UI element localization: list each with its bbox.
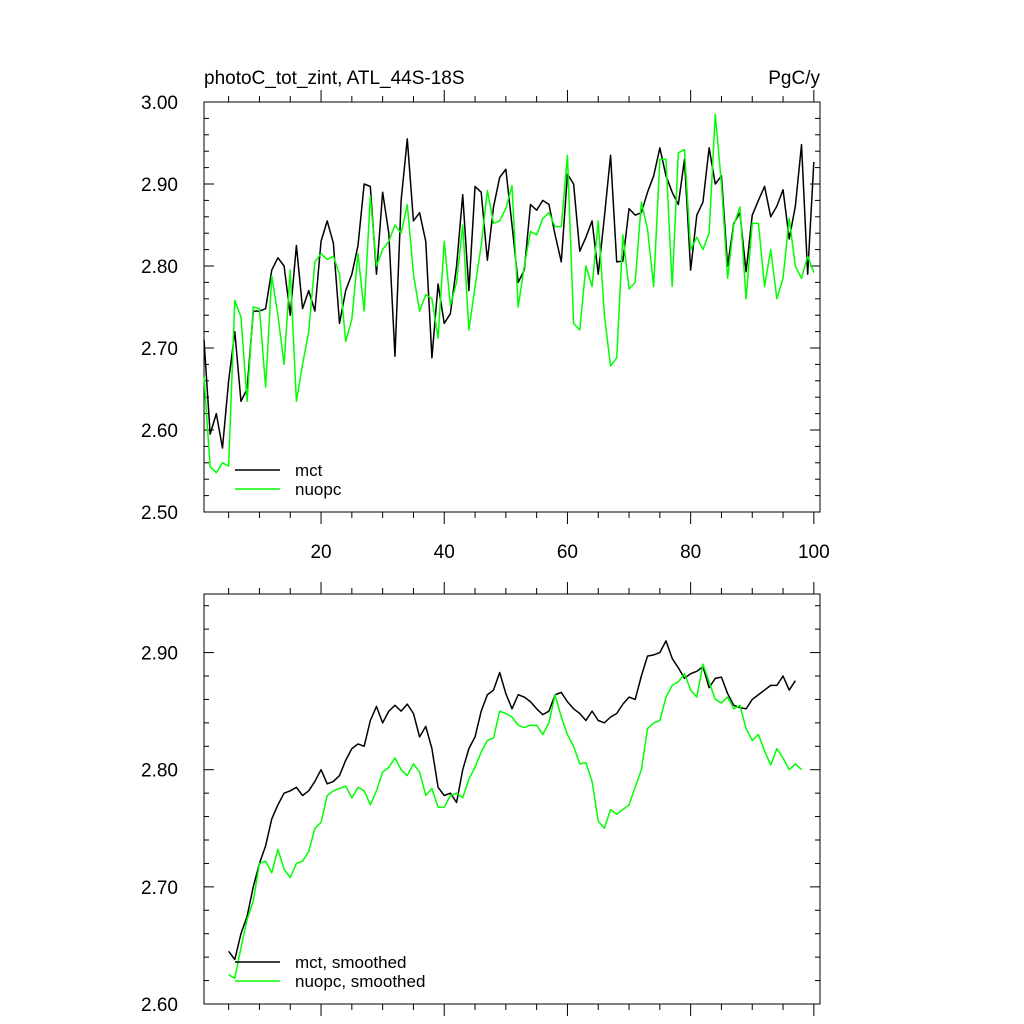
top-chart-title: photoC_tot_zint, ATL_44S-18S bbox=[204, 68, 465, 89]
y-tick-label: 2.90 bbox=[141, 175, 178, 196]
bottom-panel: 2.60 2.70 2.80 2.90 mct, smoothed nuopc, sm… bbox=[141, 582, 821, 1016]
x-tick-label: 60 bbox=[557, 542, 578, 563]
bottom-ticks: 2.60 2.70 2.80 2.90 bbox=[141, 582, 820, 1016]
legend-label-mct-smoothed: mct, smoothed bbox=[295, 953, 407, 972]
legend-label-nuopc-smoothed: nuopc, smoothed bbox=[295, 972, 425, 991]
y-tick-label: 2.50 bbox=[141, 503, 178, 524]
legend-label-nuopc: nuopc bbox=[295, 480, 342, 499]
bottom-plot-frame bbox=[203, 593, 821, 1005]
y-tick-label: 2.70 bbox=[141, 339, 178, 360]
bottom-series-line-mct-smoothed bbox=[228, 640, 796, 961]
x-tick-label: 20 bbox=[310, 542, 331, 563]
bottom-series-line-nuopc-smoothed bbox=[228, 663, 803, 979]
y-tick-label: 2.80 bbox=[141, 761, 178, 782]
x-tick-label: 80 bbox=[680, 542, 701, 563]
top-panel: photoC_tot_zint, ATL_44S-18S PgC/y 2.502… bbox=[141, 68, 830, 563]
y-tick-label: 2.90 bbox=[141, 644, 178, 665]
top-legend: mct nuopc bbox=[235, 461, 342, 499]
bottom-legend: mct, smoothed nuopc, smoothed bbox=[235, 953, 425, 991]
top-plot-frame bbox=[203, 101, 821, 513]
y-tick-label: 2.60 bbox=[141, 995, 178, 1016]
x-tick-label: 40 bbox=[434, 542, 455, 563]
y-tick-label: 2.70 bbox=[141, 878, 178, 899]
y-tick-label: 2.60 bbox=[141, 421, 178, 442]
top-ticks: 2.50 2.60 2.70 2.80 2.90 3.00 20 40 60 80 100 bbox=[141, 90, 830, 563]
top-series-line-nuopc bbox=[203, 113, 815, 474]
top-series-line-mct bbox=[203, 138, 815, 449]
top-chart-units: PgC/y bbox=[768, 68, 820, 89]
y-tick-label: 3.00 bbox=[141, 93, 178, 114]
bottom-series bbox=[228, 640, 803, 979]
x-tick-label: 100 bbox=[798, 542, 830, 563]
top-series bbox=[203, 113, 815, 474]
legend-label-mct: mct bbox=[295, 461, 323, 480]
y-tick-label: 2.80 bbox=[141, 257, 178, 278]
